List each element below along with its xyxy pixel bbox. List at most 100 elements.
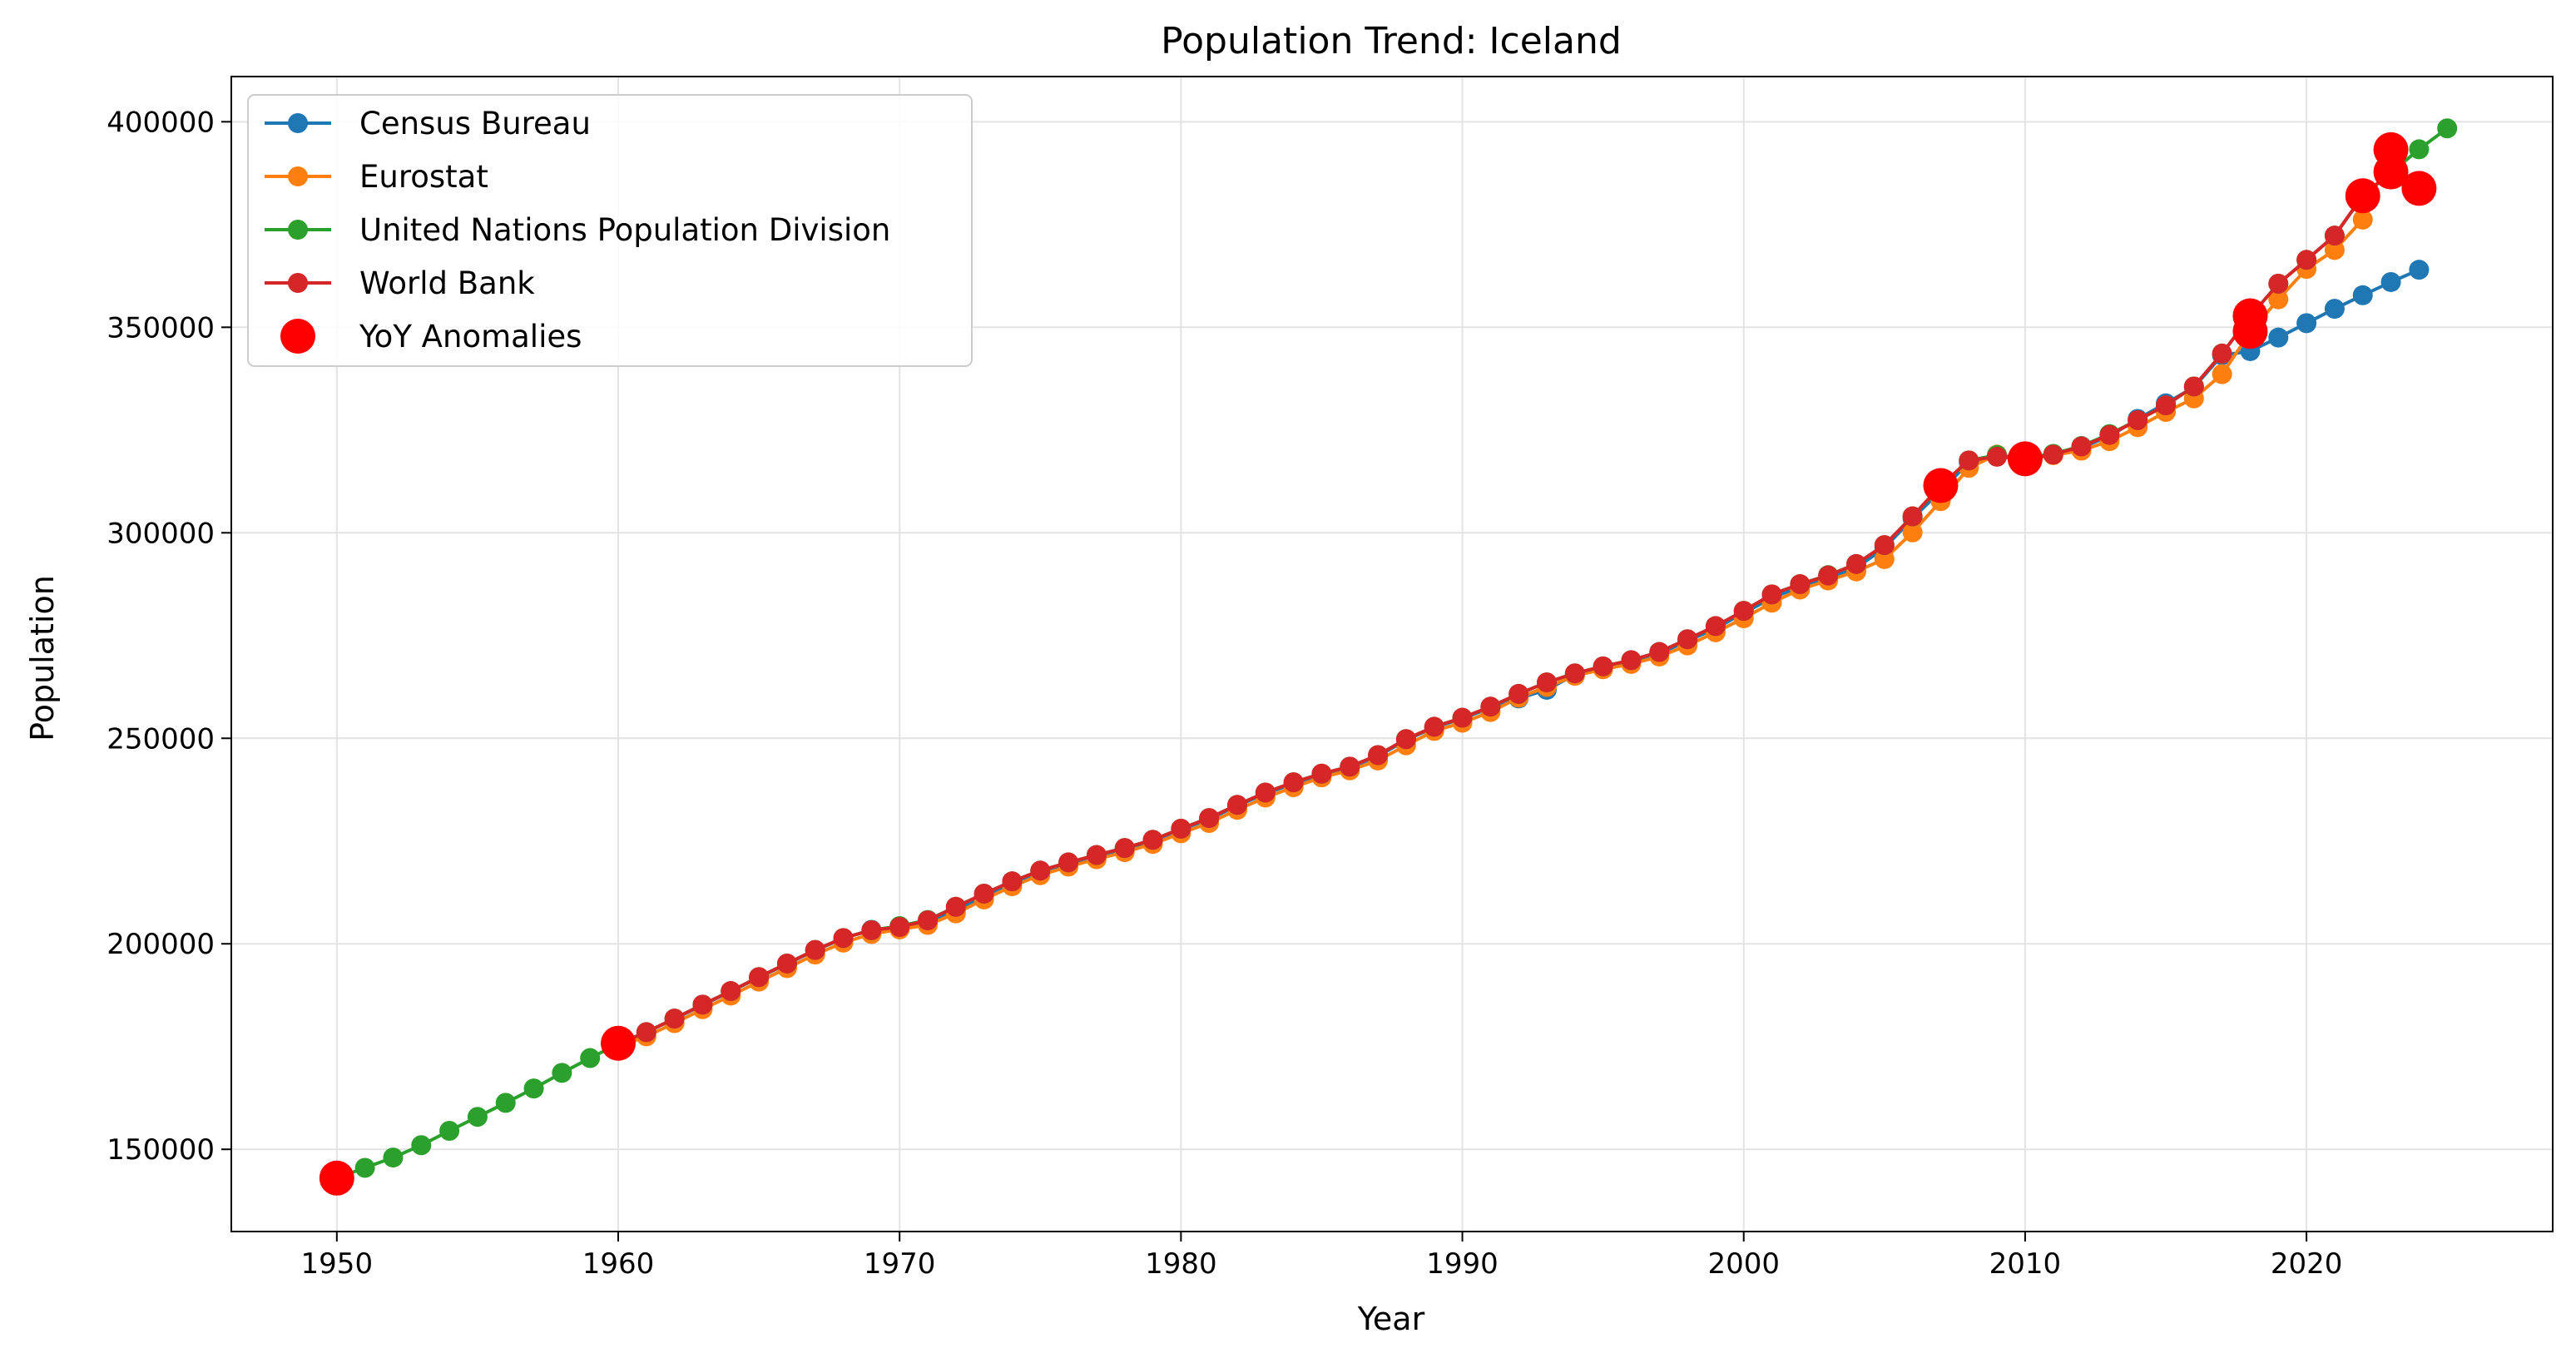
data-point <box>1705 616 1726 637</box>
y-tick-label: 350000 <box>107 311 215 344</box>
anomaly-markers <box>319 131 2437 1196</box>
data-point <box>1452 707 1473 728</box>
data-point <box>1227 795 1247 815</box>
data-point <box>2409 260 2430 280</box>
x-tick-label: 2010 <box>1989 1247 2062 1281</box>
data-point <box>749 967 770 988</box>
data-point <box>2296 313 2317 334</box>
data-point <box>1030 860 1051 881</box>
data-point <box>973 883 994 904</box>
data-point <box>1086 845 1107 865</box>
data-point <box>2409 139 2430 160</box>
y-tick-label: 200000 <box>107 928 215 961</box>
x-tick-label: 1990 <box>1426 1247 1499 1281</box>
data-point <box>2380 271 2401 292</box>
x-axis-label: Year <box>1357 1301 1425 1337</box>
data-point <box>1114 838 1135 859</box>
data-point <box>1508 683 1529 704</box>
data-point <box>552 1063 572 1083</box>
data-point <box>1846 553 1866 574</box>
plot-area-frame <box>230 76 2554 1232</box>
data-point <box>2128 409 2148 430</box>
data-point <box>636 1022 656 1043</box>
data-point <box>495 1093 516 1113</box>
data-point <box>1171 818 1191 839</box>
data-point <box>664 1009 685 1029</box>
legend-marker-swatch <box>288 166 308 186</box>
anomaly-point <box>601 1025 636 1061</box>
data-point <box>2099 424 2120 445</box>
data-point <box>1902 506 1923 527</box>
x-tick-label: 1970 <box>864 1247 936 1281</box>
data-point <box>1311 763 1332 784</box>
x-tick-label: 2000 <box>1707 1247 1780 1281</box>
data-point <box>1902 522 1923 543</box>
chart-title: Population Trend: Iceland <box>1161 20 1622 62</box>
data-point <box>467 1107 488 1128</box>
data-point <box>1537 672 1557 693</box>
data-point <box>1340 756 1360 777</box>
legend-label: YoY Anomalies <box>359 319 582 354</box>
data-point <box>776 953 797 974</box>
data-point <box>1199 808 1220 829</box>
legend-label: Eurostat <box>359 159 488 195</box>
data-point <box>1593 656 1613 677</box>
data-point <box>889 916 910 937</box>
data-point <box>1761 584 1782 605</box>
data-point <box>439 1120 460 1141</box>
data-point <box>1874 535 1895 556</box>
data-point <box>945 896 966 917</box>
data-point <box>1874 548 1895 569</box>
data-point <box>1058 852 1079 873</box>
data-point <box>1395 729 1416 750</box>
data-point <box>1677 629 1698 650</box>
data-point <box>833 928 854 949</box>
x-axis-ticks: 1950 1960 1970 1980 1990 2000 2010 2020 <box>301 1232 2342 1281</box>
data-point <box>918 910 938 931</box>
legend-label: United Nations Population Division <box>359 212 890 248</box>
legend-marker-swatch <box>288 273 308 293</box>
anomaly-point <box>2232 298 2268 334</box>
y-tick-label: 400000 <box>107 106 215 139</box>
data-point <box>2296 250 2317 270</box>
data-point <box>2268 289 2289 310</box>
data-point <box>1368 745 1389 766</box>
data-point <box>1790 574 1811 595</box>
data-point <box>354 1157 375 1178</box>
data-point <box>692 994 713 1015</box>
anomaly-point <box>2373 154 2409 190</box>
data-point <box>1002 871 1023 892</box>
data-point <box>1283 772 1304 793</box>
legend-label: World Bank <box>359 265 535 301</box>
series-layer <box>326 118 2458 1188</box>
data-point <box>1733 601 1754 622</box>
legend-anomaly-swatch <box>280 319 315 354</box>
y-tick-label: 250000 <box>107 722 215 756</box>
series-world-bank <box>608 161 2430 1054</box>
anomaly-point <box>2345 178 2380 214</box>
data-point <box>523 1078 544 1099</box>
data-point <box>805 939 825 960</box>
data-point <box>1480 696 1501 717</box>
y-axis-ticks: 150000 200000 250000 300000 350000 400000 <box>107 106 231 1167</box>
x-tick-label: 1950 <box>301 1247 374 1281</box>
anomaly-point <box>319 1160 354 1196</box>
data-point <box>2324 226 2345 246</box>
data-point <box>2156 395 2176 416</box>
data-point <box>1959 450 1979 471</box>
legend-label: Census Bureau <box>359 106 591 141</box>
data-point <box>2212 343 2232 364</box>
x-tick-label: 1960 <box>582 1247 655 1281</box>
data-point <box>1142 830 1163 850</box>
data-point <box>1621 650 1642 671</box>
data-point <box>1564 663 1585 684</box>
anomaly-point <box>1923 468 1959 503</box>
data-point <box>721 981 741 1002</box>
y-tick-label: 150000 <box>107 1133 215 1167</box>
anomaly-point <box>2401 171 2437 206</box>
data-point <box>1818 565 1839 586</box>
data-point <box>1987 446 2008 467</box>
data-point <box>861 919 882 940</box>
data-point <box>2352 285 2373 305</box>
